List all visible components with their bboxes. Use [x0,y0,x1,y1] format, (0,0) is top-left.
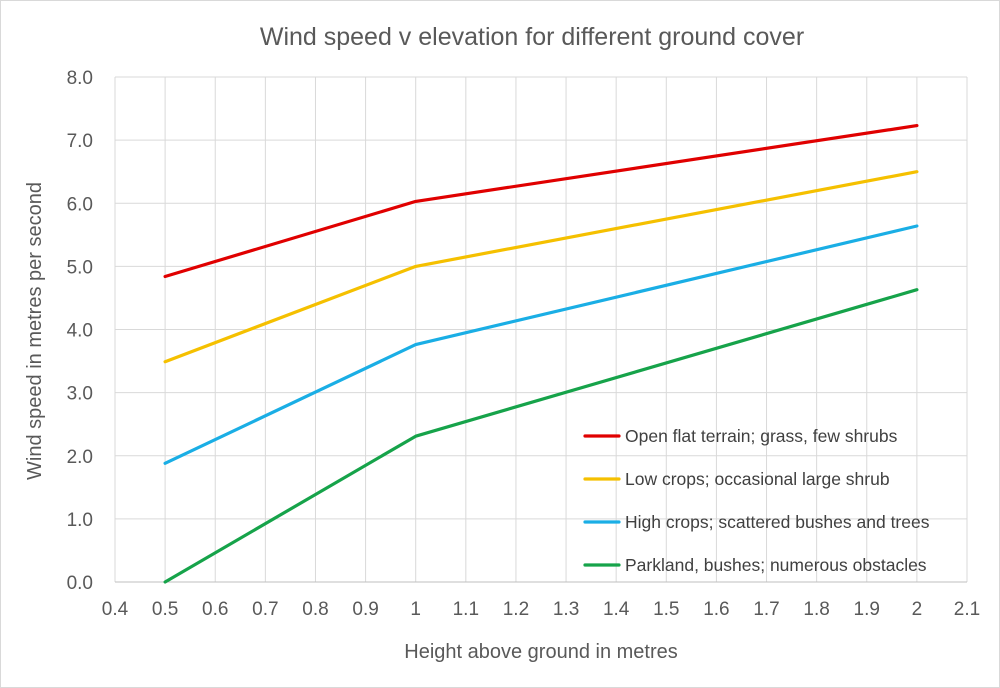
x-tick-label: 0.5 [152,599,178,620]
x-tick-label: 0.4 [102,599,129,620]
x-tick-label: 1.3 [553,599,579,620]
y-tick-label: 0.0 [67,573,93,594]
y-tick-label: 3.0 [67,384,93,405]
legend-entry: Open flat terrain; grass, few shrubs [625,426,898,446]
y-tick-label: 4.0 [67,321,93,342]
y-tick-label: 1.0 [67,510,93,531]
y-tick-label: 7.0 [67,131,93,152]
gridlines [114,76,968,583]
chart-title: Wind speed v elevation for different gro… [260,23,804,51]
x-tick-label: 2.1 [954,599,980,620]
series-line-4 [163,288,919,584]
series-line-1 [163,123,919,279]
x-tick-label: 1.4 [603,599,630,620]
x-tick-label: 1 [410,599,421,620]
x-tick-label: 1.2 [503,599,529,620]
legend-entry: High crops; scattered bushes and trees [625,512,930,532]
x-tick-label: 0.8 [302,599,328,620]
x-tick-label: 0.6 [202,599,228,620]
legend: Open flat terrain; grass, few shrubs Low … [583,426,930,575]
x-tick-label: 1.5 [653,599,679,620]
x-tick-label: 1.8 [803,599,829,620]
x-axis-label: Height above ground in metres [404,641,678,663]
y-tick-label: 8.0 [67,68,93,89]
y-axis-label: Wind speed in metres per second [24,182,46,480]
x-tick-label: 0.7 [252,599,278,620]
x-tick-label: 1.9 [854,599,880,620]
x-tick-label: 1.1 [453,599,479,620]
x-tick-label: 2 [912,599,923,620]
x-tick-label: 1.6 [703,599,729,620]
data-series [163,123,919,584]
x-tick-label: 0.9 [352,599,378,620]
series-line-3 [163,224,919,465]
legend-entry: Parkland, bushes; numerous obstacles [625,555,927,575]
y-tick-label: 5.0 [67,257,93,278]
legend-entry: Low crops; occasional large shrub [625,469,890,489]
tick-labels: 0.4 0.5 0.6 0.7 0.8 0.9 1 1.1 1.2 1.3 1.4 1.5 1.6 1.7… [67,68,981,620]
y-tick-label: 6.0 [67,194,93,215]
series-line-2 [163,170,919,364]
y-tick-label: 2.0 [67,447,93,468]
x-tick-label: 1.7 [753,599,779,620]
